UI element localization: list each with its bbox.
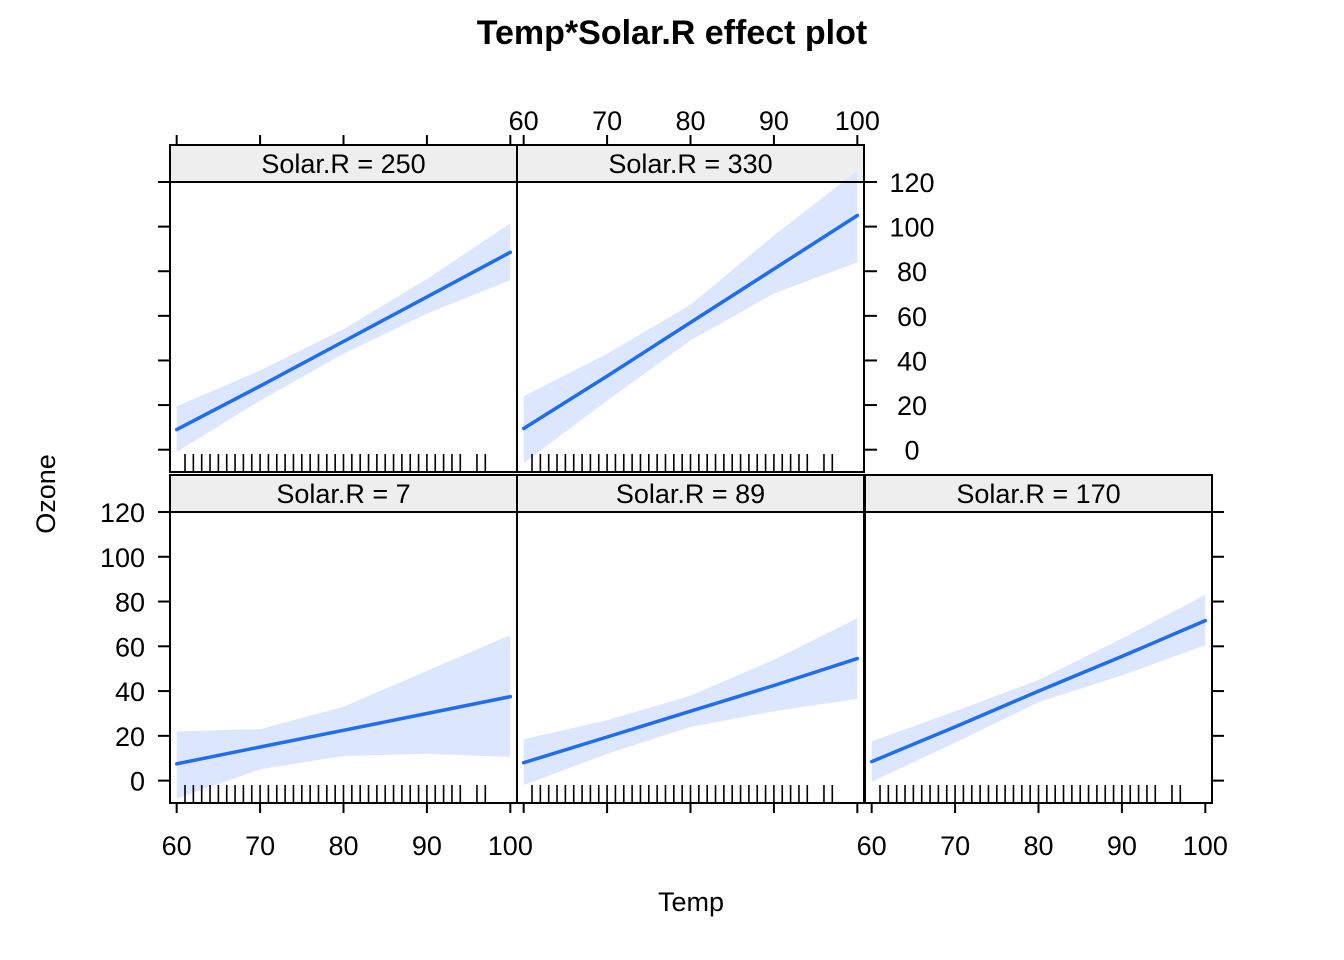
panel: Solar.R = 330: [516, 144, 865, 473]
y-axis-title: Ozone: [31, 454, 61, 534]
x-tick-label: 100: [835, 106, 880, 136]
panel-strip-label: Solar.R = 89: [616, 479, 765, 509]
x-tick-label: 70: [592, 106, 622, 136]
panel-strip-label: Solar.R = 170: [956, 479, 1120, 509]
y-tick-label: 20: [897, 391, 927, 421]
y-tick-label: 20: [115, 722, 145, 752]
fit-line: [174, 250, 513, 432]
x-tick-label: 80: [675, 106, 705, 136]
y-tick-label: 0: [130, 767, 145, 797]
x-tick-label: 60: [162, 831, 192, 861]
panel-strip-label: Solar.R = 330: [608, 149, 772, 179]
y-tick-label: 120: [889, 168, 934, 198]
y-tick-label: 0: [904, 436, 919, 466]
chart-title: Temp*Solar.R effect plot: [477, 14, 867, 52]
rug: [531, 785, 834, 803]
x-tick-label: 100: [1183, 831, 1228, 861]
rug: [184, 785, 487, 803]
confidence-band: [871, 594, 1206, 782]
y-tick-label: 60: [897, 302, 927, 332]
panel: Solar.R = 170: [864, 474, 1213, 804]
x-tick-label: 90: [1107, 831, 1137, 861]
x-tick-label: 60: [509, 106, 539, 136]
x-tick-label: 90: [759, 106, 789, 136]
panel: Solar.R = 89: [516, 474, 865, 804]
panel-frame: [516, 181, 865, 473]
panel-strip: [169, 474, 518, 513]
confidence-band: [176, 223, 511, 452]
panel: Solar.R = 7: [169, 474, 518, 804]
x-tick-label: 70: [940, 831, 970, 861]
axes-layer: 60 70 80 90 100 60 70 80 90 100 60 70 80 90 100 0 20 40 60…: [100, 106, 1228, 861]
x-tick-label: 100: [488, 831, 533, 861]
fit-line: [521, 656, 860, 765]
y-tick-label: 40: [897, 346, 927, 376]
x-tick-label: 80: [1023, 831, 1053, 861]
x-tick-label: 80: [328, 831, 358, 861]
fit-line: [174, 694, 513, 766]
y-tick-label: 80: [897, 257, 927, 287]
fit-line: [869, 618, 1208, 764]
y-tick-label: 60: [115, 632, 145, 662]
confidence-band: [176, 635, 511, 799]
y-tick-label: 120: [100, 498, 145, 528]
x-tick-label: 90: [412, 831, 442, 861]
y-tick-label: 100: [100, 543, 145, 573]
confidence-band: [523, 170, 858, 464]
panel-strip: [516, 144, 865, 183]
panel-strip-label: Solar.R = 250: [261, 149, 425, 179]
panel-strip-label: Solar.R = 7: [276, 479, 410, 509]
panel-frame: [169, 181, 518, 473]
x-axis-title: Temp: [658, 887, 724, 917]
rug: [879, 785, 1182, 803]
panel-strip: [864, 474, 1213, 513]
y-tick-label: 100: [889, 213, 934, 243]
fit-line: [521, 213, 860, 431]
x-tick-label: 70: [245, 831, 275, 861]
confidence-band: [523, 618, 858, 786]
y-tick-label: 80: [115, 588, 145, 618]
rug: [184, 454, 487, 472]
panel: Solar.R = 250: [169, 144, 518, 473]
rug: [531, 454, 834, 472]
x-tick-label: 60: [857, 831, 887, 861]
panels-layer: Solar.R = 7 Solar.R = 89 Solar.R = 170 Sola…: [169, 144, 1213, 804]
y-tick-label: 40: [115, 677, 145, 707]
